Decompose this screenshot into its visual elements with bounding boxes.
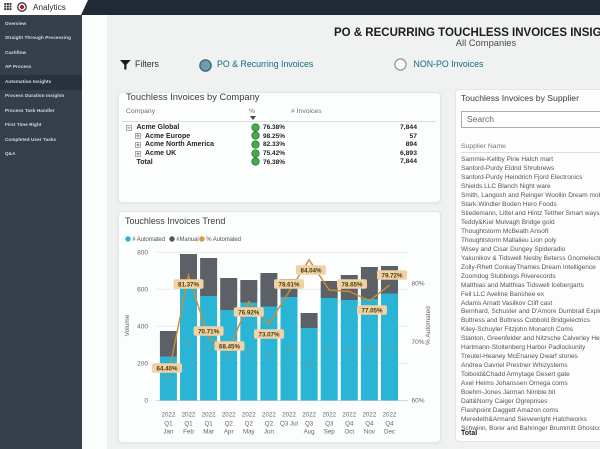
svg-text:2022: 2022 — [383, 412, 397, 419]
svg-text:2022: 2022 — [242, 412, 256, 419]
svg-text:545: 545 — [204, 346, 213, 352]
svg-text:516: 516 — [325, 347, 334, 353]
svg-text:#Manual: #Manual — [176, 237, 198, 243]
svg-text:Q3: Q3 — [325, 421, 334, 428]
svg-text:68.45%: 68.45% — [219, 343, 240, 350]
svg-text:600: 600 — [137, 286, 148, 293]
svg-text:Apr: Apr — [224, 429, 234, 436]
svg-text:2022: 2022 — [262, 412, 276, 419]
svg-text:2022: 2022 — [322, 412, 336, 419]
svg-text:512: 512 — [264, 352, 273, 358]
svg-text:79.72%: 79.72% — [382, 272, 403, 279]
svg-text:Oct: Oct — [344, 429, 354, 436]
svg-text:800: 800 — [137, 249, 148, 256]
svg-text:200: 200 — [137, 360, 148, 367]
svg-text:Q4: Q4 — [345, 421, 354, 428]
svg-text:395: 395 — [305, 362, 314, 368]
svg-text:78.65%: 78.65% — [342, 281, 363, 288]
svg-text:64.40%: 64.40% — [157, 365, 178, 372]
svg-text:Q2: Q2 — [245, 421, 254, 428]
svg-text:2022: 2022 — [182, 412, 196, 419]
svg-text:73.07%: 73.07% — [259, 331, 280, 338]
svg-text:% Automated: % Automated — [206, 237, 241, 243]
svg-text:81.37%: 81.37% — [178, 281, 199, 288]
svg-text:400: 400 — [137, 323, 148, 330]
svg-text:Q2: Q2 — [265, 421, 274, 428]
svg-text:Sep: Sep — [324, 429, 336, 436]
svg-text:Q4: Q4 — [365, 421, 374, 428]
svg-text:Mar: Mar — [203, 429, 214, 436]
svg-text:2022: 2022 — [342, 412, 356, 419]
svg-text:519: 519 — [284, 347, 293, 353]
svg-text:Jun: Jun — [264, 429, 275, 436]
svg-text:78.61%: 78.61% — [279, 281, 300, 288]
svg-text:% Automated: % Automated — [425, 306, 432, 345]
svg-text:Q3: Q3 — [305, 421, 314, 428]
svg-text:Q4: Q4 — [385, 421, 394, 428]
svg-text:Q3 Jul: Q3 Jul — [280, 421, 298, 428]
svg-text:Jan: Jan — [163, 429, 174, 436]
svg-text:77.05%: 77.05% — [362, 307, 383, 314]
svg-text:May: May — [243, 429, 256, 436]
svg-text:0: 0 — [144, 398, 148, 405]
svg-text:70.71%: 70.71% — [198, 328, 219, 335]
svg-text:60%: 60% — [412, 398, 425, 405]
svg-text:244: 244 — [164, 377, 173, 383]
svg-text:# Automated: # Automated — [132, 237, 165, 243]
svg-text:453: 453 — [224, 353, 233, 359]
svg-text:70%: 70% — [412, 339, 425, 346]
svg-text:500: 500 — [244, 350, 253, 356]
svg-text:2022: 2022 — [162, 412, 176, 419]
svg-text:Feb: Feb — [183, 429, 194, 436]
svg-text:Q2: Q2 — [225, 421, 234, 428]
svg-text:Aug: Aug — [304, 429, 316, 436]
svg-text:Q1: Q1 — [164, 421, 173, 428]
svg-text:647: 647 — [184, 341, 193, 347]
svg-text:2022: 2022 — [282, 412, 296, 419]
svg-text:76.92%: 76.92% — [238, 309, 259, 316]
svg-text:2022: 2022 — [202, 412, 216, 419]
svg-text:551: 551 — [365, 348, 374, 354]
svg-text:Volume: Volume — [124, 314, 131, 336]
svg-text:Dec: Dec — [384, 429, 395, 436]
svg-text:Q1: Q1 — [204, 421, 213, 428]
svg-text:2022: 2022 — [363, 412, 377, 419]
svg-text:2022: 2022 — [302, 412, 316, 419]
svg-text:Q1: Q1 — [184, 421, 193, 428]
svg-text:575: 575 — [385, 345, 394, 351]
svg-text:84.04%: 84.04% — [301, 267, 322, 274]
svg-text:80%: 80% — [412, 281, 425, 288]
svg-text:Nov: Nov — [364, 429, 376, 436]
svg-text:2022: 2022 — [222, 412, 236, 419]
svg-text:535: 535 — [345, 348, 354, 354]
